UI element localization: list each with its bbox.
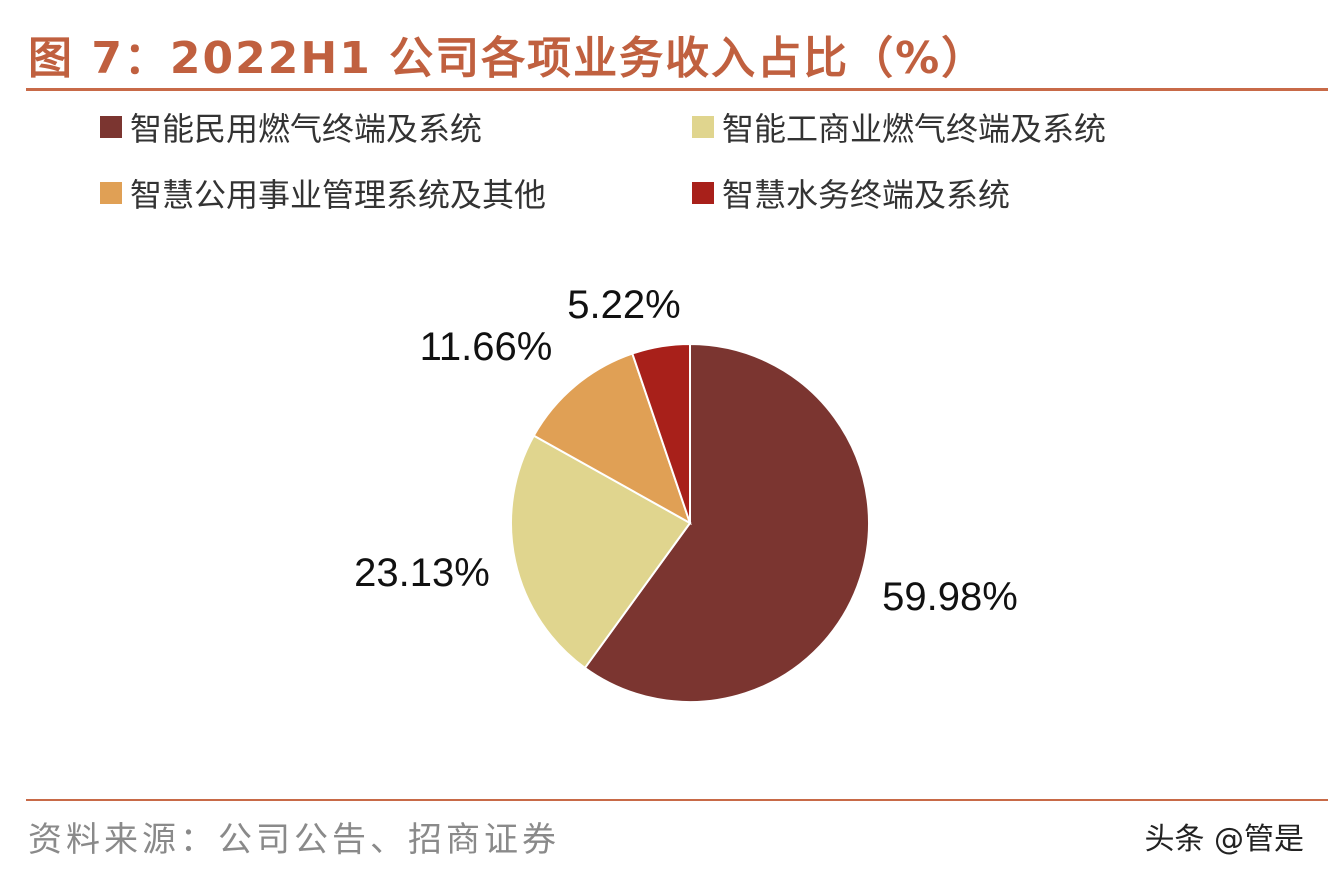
pie-slice-utility-management (532, 352, 692, 526)
legend-swatch-water-service (692, 182, 714, 204)
title-divider (26, 88, 1328, 91)
legend-item-utility-management: 智慧公用事业管理系统及其他 (100, 170, 546, 216)
pie-slice-residential-gas (583, 342, 870, 703)
legend-swatch-residential-gas (100, 116, 122, 138)
legend-label-commercial-gas: 智能工商业燃气终端及系统 (722, 110, 1107, 148)
legend-label-utility-management: 智慧公用事业管理系统及其他 (130, 176, 547, 214)
chart-title: 图 7：2022H1 公司各项业务收入占比（%） (28, 33, 988, 84)
pie-labels: 59.98% 23.13% 11.66% 5.22% (354, 283, 1018, 619)
pie-slice-water-service (631, 342, 691, 524)
source-divider (26, 799, 1328, 801)
pie-label-water-service: 5.22% (567, 283, 680, 327)
watermark: 头条 @管是 (1144, 822, 1304, 857)
pie-label-utility-management: 11.66% (420, 325, 553, 369)
legend-item-residential-gas: 智能民用燃气终端及系统 (100, 104, 482, 150)
pie-label-commercial-gas: 23.13% (354, 551, 490, 595)
legend-label-residential-gas: 智能民用燃气终端及系统 (130, 110, 483, 148)
source-note: 资料来源：公司公告、招商证券 (28, 820, 560, 860)
pie-slice-commercial-gas (510, 434, 692, 670)
legend-item-water-service: 智慧水务终端及系统 (692, 170, 1010, 216)
legend-label-water-service: 智慧水务终端及系统 (722, 176, 1011, 214)
pie-label-residential-gas: 59.98% (882, 575, 1018, 619)
pie-slices (510, 342, 870, 703)
legend-swatch-utility-management (100, 182, 122, 204)
legend-swatch-commercial-gas (692, 116, 714, 138)
legend-item-commercial-gas: 智能工商业燃气终端及系统 (692, 104, 1106, 150)
